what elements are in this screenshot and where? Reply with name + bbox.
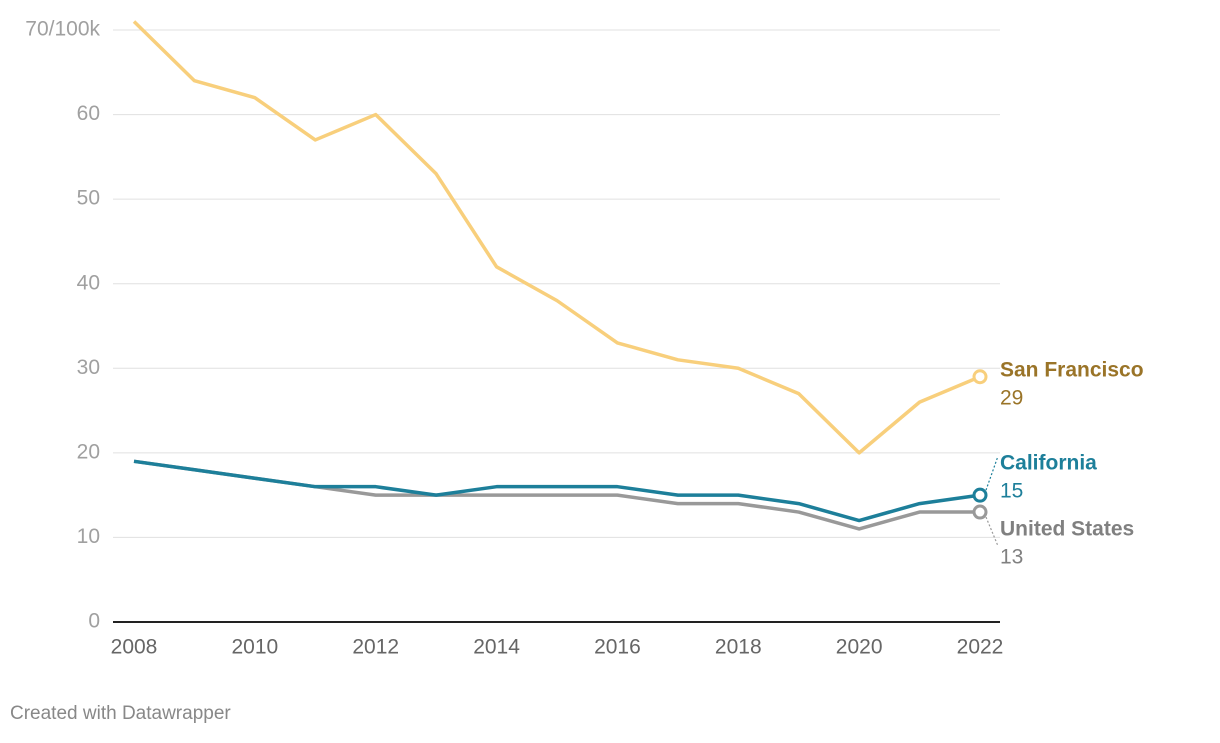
end-point — [972, 504, 988, 520]
x-tick-label: 2014 — [473, 636, 520, 659]
x-tick-label: 2012 — [352, 636, 399, 659]
series-label: United States — [1000, 518, 1134, 541]
series-label: California — [1000, 452, 1097, 475]
footer: Created with Datawrapper — [10, 703, 231, 724]
y-tick-label: 70/100k — [25, 18, 100, 41]
x-tick-label: 2016 — [594, 636, 641, 659]
x-tick-label: 2008 — [111, 636, 158, 659]
series-line — [133, 459, 981, 523]
series-value-label: 13 — [1000, 546, 1023, 569]
y-tick-label: 60 — [77, 102, 100, 125]
end-point — [972, 369, 988, 385]
series-value-label: 15 — [1000, 480, 1023, 503]
label-connector — [985, 455, 999, 491]
series-value-label: 29 — [1000, 386, 1023, 409]
y-tick-label: 40 — [77, 271, 100, 294]
x-tick-label: 2020 — [836, 636, 883, 659]
y-tick-label: 50 — [77, 187, 100, 210]
y-tick-label: 0 — [88, 610, 100, 633]
end-point — [972, 487, 988, 503]
x-tick-label: 2010 — [231, 636, 278, 659]
label-connector — [985, 516, 999, 547]
y-tick-label: 20 — [77, 440, 100, 463]
y-tick-label: 10 — [77, 525, 100, 548]
series-label: San Francisco — [1000, 358, 1144, 381]
x-tick-label: 2018 — [715, 636, 762, 659]
x-tick-label: 2022 — [957, 636, 1004, 659]
series-line — [132, 20, 981, 455]
y-tick-label: 30 — [77, 356, 100, 379]
